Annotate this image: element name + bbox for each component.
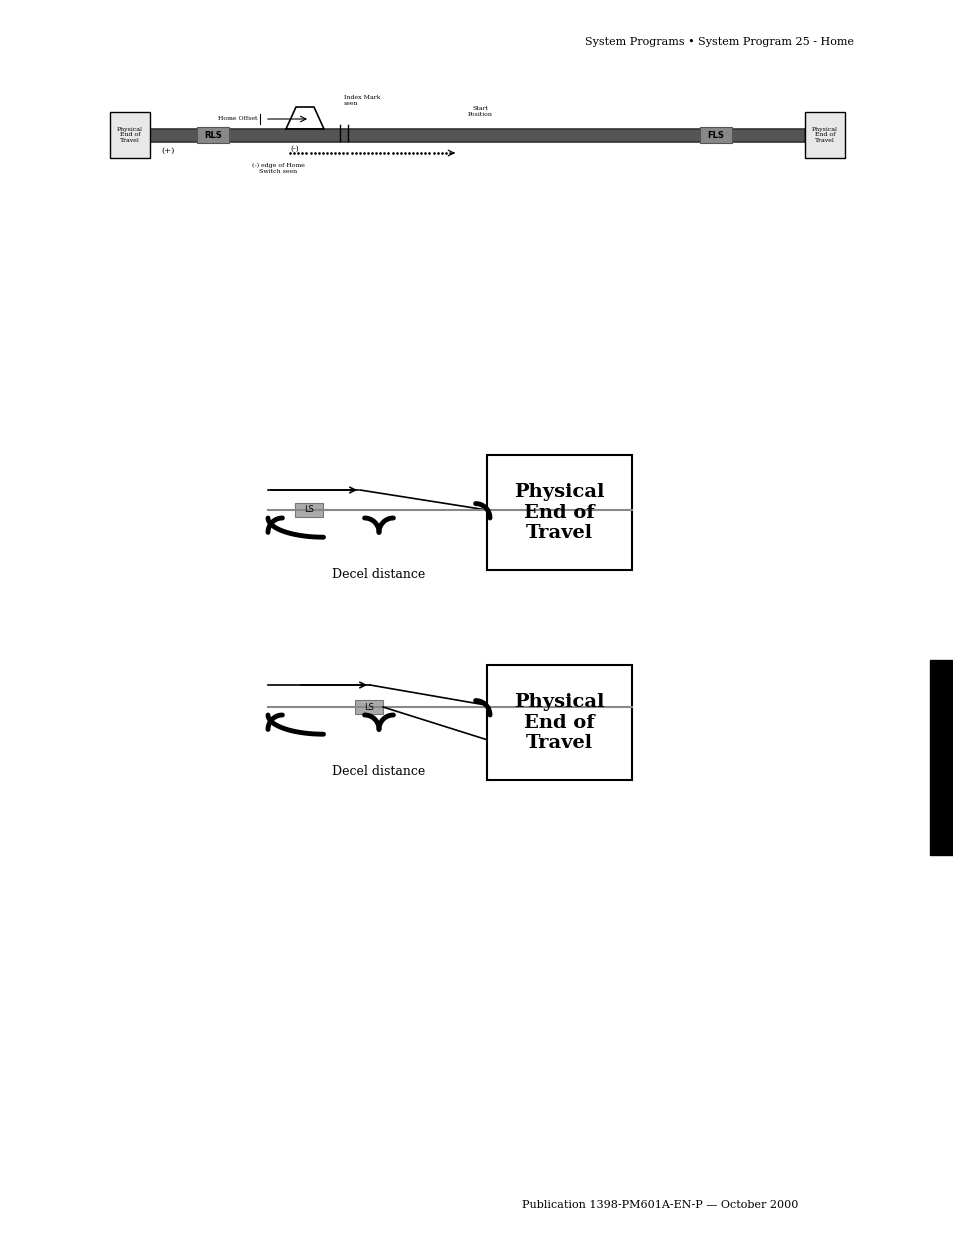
- Text: (-): (-): [291, 144, 299, 153]
- Text: (+): (+): [161, 147, 174, 156]
- Text: LS: LS: [304, 505, 314, 515]
- FancyBboxPatch shape: [148, 128, 804, 142]
- FancyBboxPatch shape: [294, 503, 323, 517]
- FancyBboxPatch shape: [110, 112, 150, 158]
- FancyBboxPatch shape: [486, 664, 631, 781]
- FancyBboxPatch shape: [486, 454, 631, 571]
- Text: Index Mark
seen: Index Mark seen: [344, 95, 380, 106]
- Text: FLS: FLS: [707, 131, 723, 140]
- FancyBboxPatch shape: [355, 700, 382, 714]
- Text: LS: LS: [364, 703, 374, 711]
- Text: Home Offset: Home Offset: [218, 116, 257, 121]
- FancyBboxPatch shape: [804, 112, 844, 158]
- Text: Physical
End of
Travel: Physical End of Travel: [514, 483, 604, 542]
- FancyBboxPatch shape: [700, 127, 731, 143]
- FancyBboxPatch shape: [196, 127, 229, 143]
- Text: Start
Position: Start Position: [467, 106, 492, 117]
- Text: Decel distance: Decel distance: [332, 568, 425, 580]
- Text: Publication 1398-PM601A-EN-P — October 2000: Publication 1398-PM601A-EN-P — October 2…: [521, 1200, 798, 1210]
- Text: System Programs • System Program 25 - Home: System Programs • System Program 25 - Ho…: [585, 37, 854, 47]
- Text: Physical
End of
Travel: Physical End of Travel: [514, 693, 604, 752]
- Text: Physical
End of
Travel: Physical End of Travel: [811, 127, 837, 143]
- Text: RLS: RLS: [204, 131, 222, 140]
- Text: Physical
End of
Travel: Physical End of Travel: [117, 127, 143, 143]
- Text: Decel distance: Decel distance: [332, 764, 425, 778]
- FancyBboxPatch shape: [929, 659, 953, 855]
- Text: (-) edge of Home
Switch seen: (-) edge of Home Switch seen: [252, 163, 304, 174]
